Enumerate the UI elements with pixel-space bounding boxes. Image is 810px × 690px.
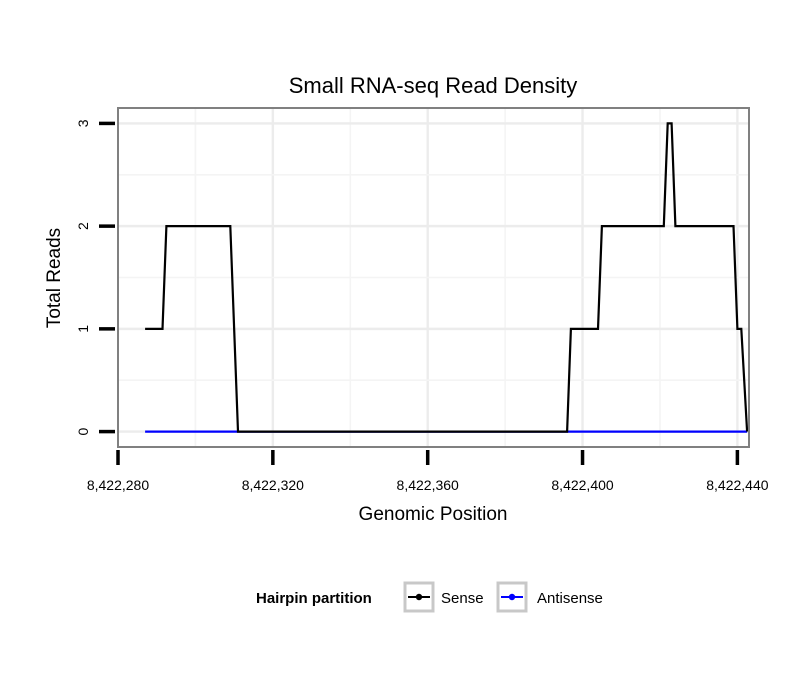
x-tick-label: 8,422,360 (397, 477, 459, 493)
x-axis: 8,422,280 8,422,320 8,422,360 8,422,400 8,42… (87, 450, 769, 493)
x-tick-label: 8,422,400 (551, 477, 613, 493)
x-axis-title: Genomic Position (359, 504, 508, 525)
grid (118, 108, 749, 447)
legend-title: Hairpin partition (256, 590, 372, 607)
x-tick-label: 8,422,280 (87, 477, 149, 493)
legend: Hairpin partition Sense Antisense (256, 581, 603, 613)
y-axis: 0 1 2 3 (75, 119, 115, 435)
series-lines (145, 122, 749, 433)
legend-key-sense-point (415, 593, 423, 601)
plot-panel-border (117, 107, 750, 448)
y-tick-label: 0 (75, 427, 91, 435)
y-tick-label: 2 (75, 222, 91, 230)
y-axis-title: Total Reads (44, 228, 65, 328)
series-line-sense (145, 122, 749, 433)
chart-title: Small RNA-seq Read Density (289, 73, 578, 98)
y-tick-label: 1 (75, 325, 91, 333)
y-tick-label: 3 (75, 119, 91, 127)
legend-key-antisense-point (508, 593, 516, 601)
x-tick-label: 8,422,440 (706, 477, 768, 493)
legend-label-sense: Sense (441, 590, 484, 607)
legend-label-antisense: Antisense (537, 590, 603, 607)
x-tick-label: 8,422,320 (242, 477, 304, 493)
